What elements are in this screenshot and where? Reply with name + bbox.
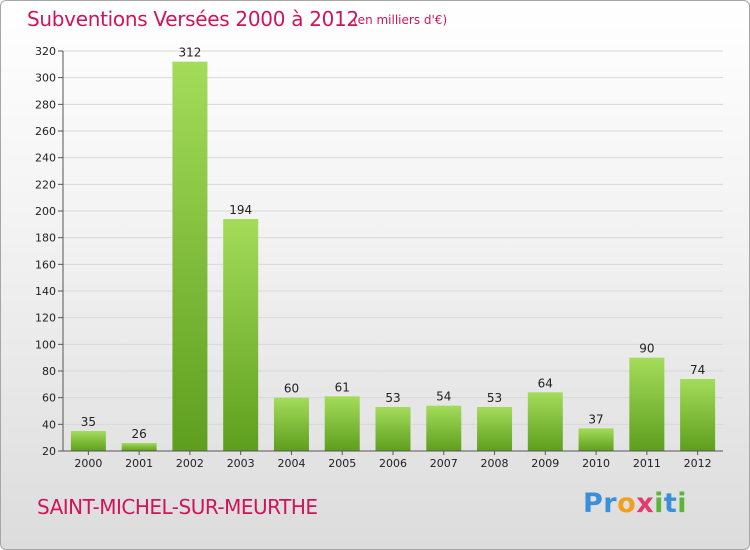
bar-2008: [477, 407, 513, 451]
bar-2003: [223, 219, 259, 451]
unit-label: (en milliers d'€): [353, 13, 448, 27]
y-tick-label: 320: [35, 45, 56, 58]
bar-2009: [527, 392, 563, 451]
x-tick-label: 2003: [227, 457, 255, 470]
proxiti-logo: Proxiti: [583, 488, 688, 519]
y-tick-label: 240: [35, 152, 56, 165]
x-tick-label: 2011: [633, 457, 661, 470]
y-tick-label: 140: [35, 285, 56, 298]
y-tick-label: 280: [35, 98, 56, 111]
x-tick-label: 2006: [379, 457, 407, 470]
x-tick-label: 2009: [531, 457, 559, 470]
x-tick-label: 2012: [684, 457, 712, 470]
value-label-2008: 53: [487, 391, 502, 405]
bar-2011: [629, 357, 665, 451]
x-tick-label: 2008: [481, 457, 509, 470]
bar-2010: [578, 428, 614, 451]
y-tick-label: 60: [42, 392, 56, 405]
y-tick-label: 220: [35, 178, 56, 191]
value-label-2003: 194: [229, 203, 252, 217]
value-label-2004: 60: [284, 382, 299, 396]
x-tick-label: 2000: [74, 457, 102, 470]
x-tick-label: 2007: [430, 457, 458, 470]
y-tick-label: 40: [42, 418, 56, 431]
value-label-2006: 53: [385, 391, 400, 405]
bar-2002: [172, 61, 208, 452]
x-tick-label: 2004: [277, 457, 305, 470]
bar-2005: [324, 396, 360, 451]
bar-2000: [70, 431, 106, 451]
y-tick-label: 180: [35, 232, 56, 245]
commune-name: SAINT-MICHEL-SUR-MEURTHE: [37, 495, 318, 519]
value-label-2009: 64: [538, 376, 553, 390]
value-label-2002: 312: [178, 46, 201, 60]
value-label-2007: 54: [436, 390, 451, 404]
bar-2007: [426, 405, 462, 451]
value-label-2011: 90: [639, 342, 654, 356]
value-label-2010: 37: [588, 412, 603, 426]
value-label-2005: 61: [335, 380, 350, 394]
bar-2006: [375, 407, 411, 451]
x-tick-label: 2002: [176, 457, 204, 470]
y-tick-label: 80: [42, 365, 56, 378]
value-label-2000: 35: [81, 415, 96, 429]
chart-title: Subventions Versées 2000 à 2012: [27, 7, 359, 31]
bar-2004: [273, 397, 309, 451]
value-label-2001: 26: [132, 427, 147, 441]
bar-2001: [121, 443, 157, 451]
y-tick-label: 300: [35, 72, 56, 85]
y-tick-label: 120: [35, 312, 56, 325]
y-tick-label: 20: [42, 445, 56, 458]
y-tick-label: 200: [35, 205, 56, 218]
y-tick-label: 100: [35, 338, 56, 351]
bar-2012: [680, 379, 716, 451]
value-label-2012: 74: [690, 363, 705, 377]
y-tick-label: 160: [35, 258, 56, 271]
x-tick-label: 2005: [328, 457, 356, 470]
x-tick-label: 2010: [582, 457, 610, 470]
x-tick-label: 2001: [125, 457, 153, 470]
y-tick-label: 260: [35, 125, 56, 138]
